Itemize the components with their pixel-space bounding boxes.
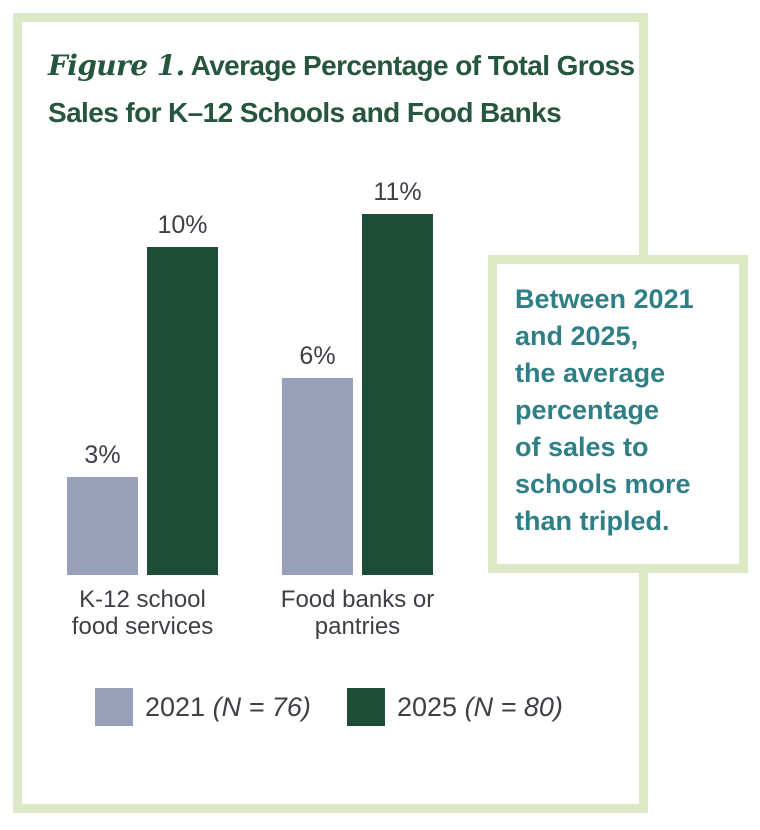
- legend-item-2021: 2021 (N = 76): [95, 688, 311, 726]
- legend-year-2025: 2025: [397, 691, 458, 722]
- figure-title: Figure 1. Average Percentage of Total Gro…: [48, 42, 648, 136]
- legend-swatch-2025: [347, 688, 385, 726]
- legend-swatch-2021: [95, 688, 133, 726]
- category-label-k12-schools: K-12 school food services: [71, 586, 214, 640]
- legend-n-2025: (N = 80): [464, 691, 563, 722]
- bar-2021-k12-schools: [67, 477, 138, 575]
- legend-year-2021: 2021: [145, 691, 206, 722]
- bar-value-label-2025-k12-schools: 10%: [157, 211, 208, 239]
- bar-2025-k12-schools: [147, 247, 218, 575]
- bar-value-label-2025-food-banks: 11%: [373, 178, 422, 206]
- category-label-food-banks: Food banks or pantries: [280, 586, 435, 640]
- bar-chart: 3% 10% K-12 school food services 6% 11% Food …: [22, 22, 639, 804]
- callout-box: Between 2021 and 2025, the average perce…: [488, 255, 748, 573]
- legend-label-2021: 2021 (N = 76): [145, 692, 311, 723]
- bar-2021-food-banks: [282, 378, 353, 575]
- legend-n-2021: (N = 76): [212, 691, 311, 722]
- title-line1-text: Average Percentage of Total Gross: [190, 50, 636, 81]
- figure-number-label: Figure 1.: [48, 49, 185, 82]
- callout-text: Between 2021 and 2025, the average perce…: [515, 284, 694, 536]
- title-line-2: Sales for K–12 Schools and Food Banks: [48, 97, 562, 128]
- bar-2025-food-banks: [362, 214, 433, 575]
- title-line-1: Figure 1. Average Percentage of Total Gro…: [48, 42, 648, 89]
- legend-label-2025: 2025 (N = 80): [397, 692, 563, 723]
- bar-value-label-2021-food-banks: 6%: [299, 342, 336, 370]
- bar-value-label-2021-k12-schools: 3%: [84, 441, 121, 469]
- legend-item-2025: 2025 (N = 80): [347, 688, 563, 726]
